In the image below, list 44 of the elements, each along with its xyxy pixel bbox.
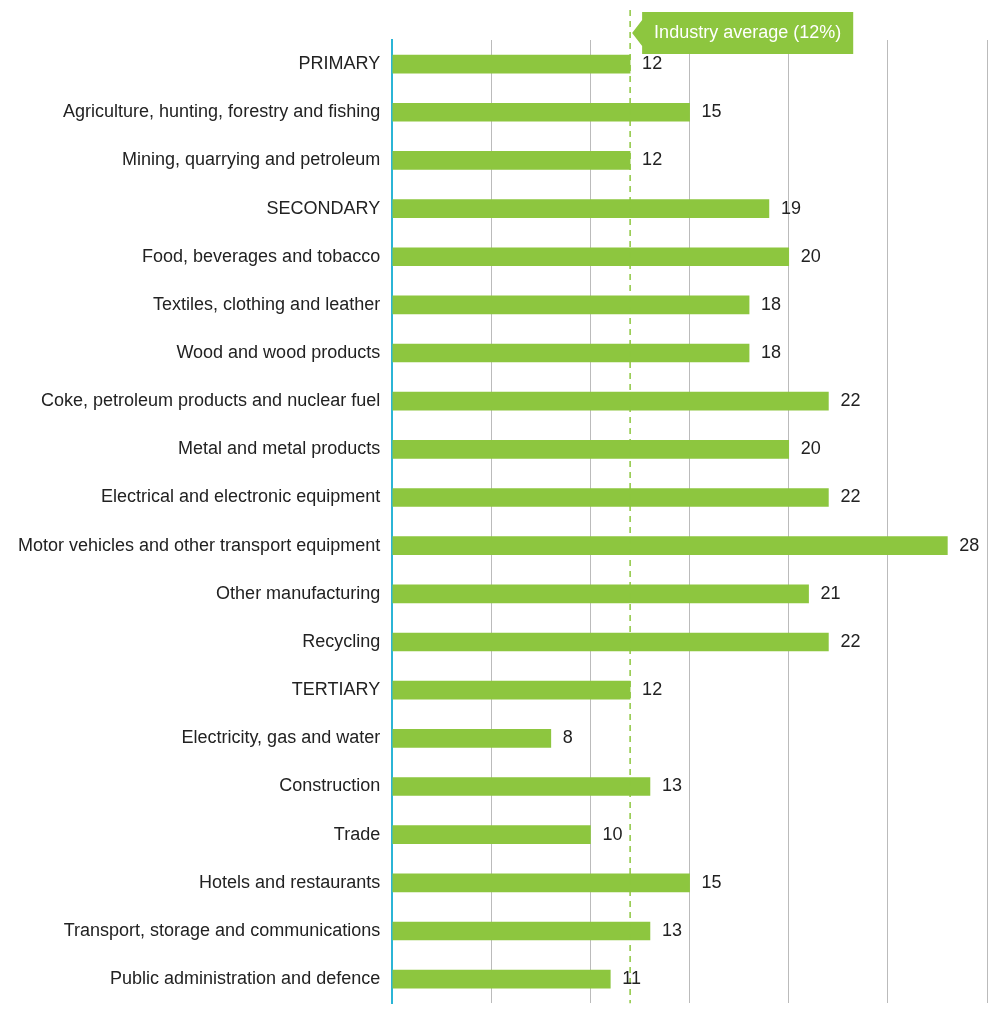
y-tick-label: TERTIARY <box>291 679 381 700</box>
y-tick-label: Electrical and electronic equipment <box>101 486 381 507</box>
data-label: 13 <box>661 775 682 796</box>
data-label: 19 <box>780 197 801 218</box>
y-tick-label: Electricity, gas and water <box>181 727 381 748</box>
data-label: 28 <box>959 534 980 555</box>
data-label: 12 <box>642 679 663 700</box>
y-tick-label: Agriculture, hunting, forestry and fishing <box>63 101 381 122</box>
data-label: 12 <box>642 149 663 170</box>
y-tick-label: Public administration and defence <box>110 968 381 989</box>
data-label: 22 <box>840 486 861 507</box>
y-tick-label: SECONDARY <box>266 197 381 218</box>
y-tick-label: Transport, storage and communications <box>63 919 381 940</box>
data-label: 12 <box>642 53 663 74</box>
data-label: 21 <box>820 582 841 603</box>
bar <box>392 728 552 748</box>
y-tick-label: PRIMARY <box>298 53 381 74</box>
y-tick-label: Mining, quarrying and petroleum <box>122 149 381 170</box>
bar <box>392 969 611 989</box>
y-tick-label: Recycling <box>302 630 381 651</box>
y-tick-label: Textiles, clothing and leather <box>153 293 381 314</box>
y-tick-label: Wood and wood products <box>176 342 381 363</box>
y-tick-label: Metal and metal products <box>178 438 381 459</box>
y-tick-label: Hotels and restaurants <box>199 871 381 892</box>
y-tick-label: Motor vehicles and other transport equipment <box>17 534 381 555</box>
data-label: 10 <box>602 823 623 844</box>
data-label: 11 <box>622 968 641 989</box>
y-tick-label: Food, beverages and tobacco <box>142 245 381 266</box>
ref-line-label: Industry average (12%) <box>654 21 842 42</box>
data-label: 18 <box>761 293 782 314</box>
data-label: 20 <box>800 245 821 266</box>
data-label: 13 <box>661 919 682 940</box>
y-tick-label: Coke, petroleum products and nuclear fuel <box>40 390 381 411</box>
y-tick-label: Construction <box>279 775 381 796</box>
data-label: 22 <box>840 390 861 411</box>
data-label: 20 <box>800 438 821 459</box>
data-label: 8 <box>562 727 573 748</box>
data-label: 15 <box>701 101 722 122</box>
data-label: 22 <box>840 630 861 651</box>
data-label: 15 <box>701 871 722 892</box>
bar <box>392 825 591 844</box>
y-tick-label: Trade <box>333 823 381 844</box>
data-label: 18 <box>761 342 782 363</box>
y-tick-label: Other manufacturing <box>216 582 381 603</box>
